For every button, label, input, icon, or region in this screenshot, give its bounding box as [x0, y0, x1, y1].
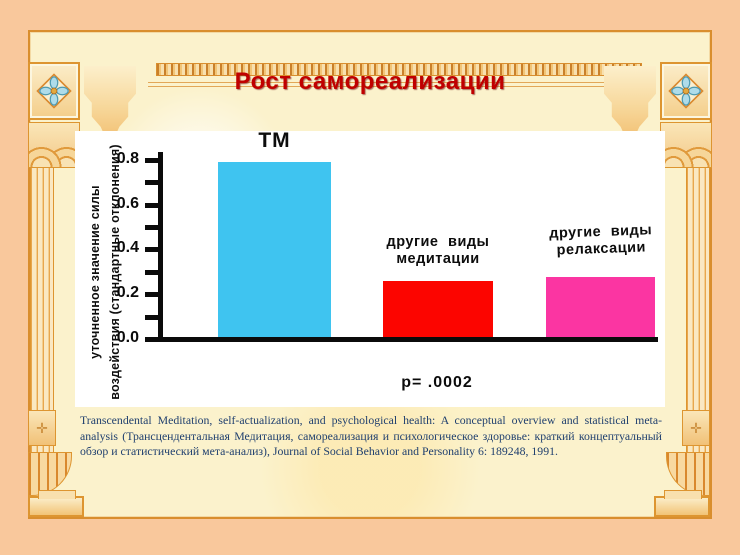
left-arch-band	[28, 122, 80, 168]
left-column	[30, 168, 54, 484]
bar-label-other-relaxation: другие виды релаксации	[548, 222, 652, 259]
y-axis-tick-label: 0.6	[116, 195, 139, 212]
y-axis-tick-label: 0.8	[116, 150, 139, 167]
y-axis-tick	[145, 247, 158, 252]
y-axis-tick	[145, 292, 158, 297]
bar-tm	[218, 162, 331, 337]
bar-other-meditation	[383, 281, 493, 337]
y-axis-tick	[145, 337, 158, 342]
left-column-base	[28, 452, 72, 496]
right-column-capital: ✛	[682, 410, 710, 446]
chart-panel: уточненное значение силы воздействия (ст…	[75, 129, 665, 407]
bar-label-tm: ТМ	[258, 129, 291, 152]
left-plinth	[28, 490, 84, 517]
citation-text: Transcendental Meditation, self-actualiz…	[80, 413, 662, 458]
right-column	[686, 168, 710, 484]
y-axis-tick	[145, 270, 158, 275]
y-axis-tick-label: 0.4	[116, 239, 139, 256]
right-arch-band	[660, 122, 712, 168]
y-axis-label-line1: уточненное значение силы	[88, 185, 102, 359]
left-column-capital: ✛	[28, 410, 56, 446]
right-plinth	[654, 490, 710, 517]
y-axis-tick	[145, 158, 158, 163]
slide-title: Рост самореализации	[234, 68, 506, 95]
y-axis-tick	[145, 225, 158, 230]
plot-area: уточненное значение силы воздействия (ст…	[75, 129, 665, 407]
y-axis-line	[158, 152, 163, 342]
y-axis-label: уточненное значение силы воздействия (ст…	[85, 140, 129, 404]
y-axis-tick	[145, 203, 158, 208]
bar-label-other-meditation: другие виды медитации	[386, 234, 490, 267]
x-axis-line	[158, 337, 658, 342]
y-axis-tick-label: 0.2	[116, 284, 139, 301]
p-value-annotation: p= .0002	[401, 374, 473, 391]
y-axis-tick-label: 0.0	[116, 329, 139, 346]
bar-other-relaxation	[546, 277, 655, 337]
y-axis-tick	[145, 315, 158, 320]
y-axis-tick	[145, 180, 158, 185]
y-axis-label-line2: воздействия (стандартные отклонения)	[108, 144, 122, 400]
right-column-base	[666, 452, 710, 496]
